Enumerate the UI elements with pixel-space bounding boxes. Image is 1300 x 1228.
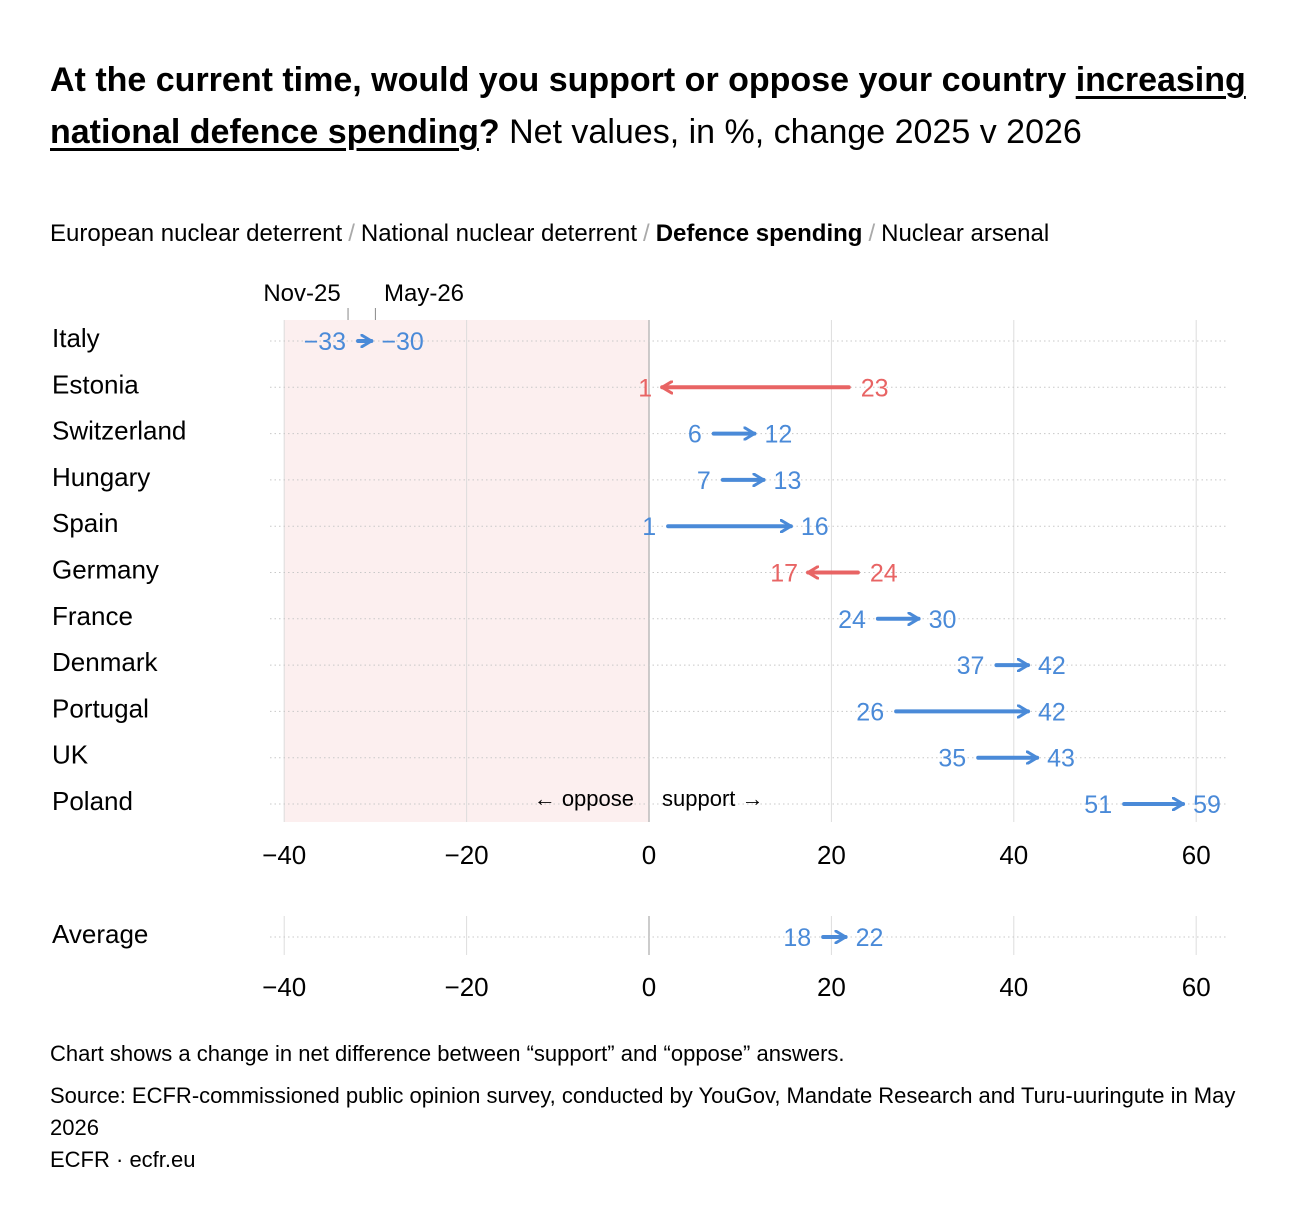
row-estonia-from-value: 23	[861, 374, 889, 402]
row-poland-from-value: 51	[1084, 791, 1112, 819]
title-underlined: increasing national defence spending	[50, 61, 1246, 151]
average-x-tick-label: 60	[1182, 972, 1211, 1002]
average-x-tick-label: −20	[445, 972, 489, 1002]
legend-from-label: Nov-25	[263, 280, 340, 307]
title-question-mark: ?	[478, 113, 500, 151]
row-denmark-label: Denmark	[52, 647, 158, 677]
title-bold: At the current time, would you support o…	[50, 61, 1076, 99]
x-tick-label: 20	[817, 840, 846, 870]
row-uk-to-value: 43	[1047, 745, 1075, 773]
row-switzerland-to-value: 12	[764, 421, 792, 449]
arrow-chart: Nov-25 May-26 Italy −33 −30 Estonia 23 1 Switzer…	[52, 280, 1226, 1002]
average-x-tick-label: 40	[999, 972, 1028, 1002]
row-hungary-label: Hungary	[52, 462, 150, 492]
row-germany-label: Germany	[52, 555, 159, 585]
row-poland-to-value: 59	[1193, 791, 1221, 819]
row-germany-from-value: 24	[870, 560, 898, 588]
row-italy-to-value: −30	[381, 328, 423, 356]
tab-national-nuclear-deterrent[interactable]: National nuclear deterrent	[360, 220, 638, 247]
row-italy-from-value: −33	[304, 328, 346, 356]
row-spain-label: Spain	[52, 508, 119, 538]
row-hungary-from-value: 7	[697, 467, 711, 495]
x-tick-label: 40	[999, 840, 1028, 870]
tab-defence-spending[interactable]: Defence spending	[655, 220, 863, 247]
chart-notes: Chart shows a change in net difference b…	[50, 1038, 1250, 1176]
row-estonia-to-value: 1	[638, 374, 652, 402]
x-tick-label: 0	[642, 840, 656, 870]
title-subtitle: Net values, in %, change 2025 v 2026	[499, 113, 1082, 151]
x-tick-label: −40	[262, 840, 306, 870]
tab-nuclear-arsenal[interactable]: Nuclear arsenal	[881, 220, 1050, 247]
row-average-from-value: 18	[783, 924, 811, 952]
row-portugal-from-value: 26	[856, 698, 884, 726]
average-x-tick-label: −40	[262, 972, 306, 1002]
average-x-tick-label: 0	[642, 972, 656, 1002]
row-uk-label: UK	[52, 740, 89, 770]
legend-to-label: May-26	[384, 280, 464, 307]
row-italy-label: Italy	[52, 323, 100, 353]
row-poland-label: Poland	[52, 786, 133, 816]
row-switzerland-label: Switzerland	[52, 416, 186, 446]
tab-european-nuclear-deterrent[interactable]: European nuclear deterrent	[50, 220, 343, 247]
row-germany-to-value: 17	[770, 560, 798, 588]
chart-title: At the current time, would you support o…	[50, 54, 1260, 158]
row-france-to-value: 30	[929, 606, 957, 634]
x-tick-label: 60	[1182, 840, 1211, 870]
tab-separator: /	[643, 220, 650, 247]
row-uk-from-value: 35	[938, 745, 966, 773]
tab-separator: /	[348, 220, 355, 247]
row-france-from-value: 24	[838, 606, 866, 634]
oppose-label: ← oppose	[534, 786, 634, 811]
x-tick-label: −20	[445, 840, 489, 870]
row-denmark-from-value: 37	[957, 652, 985, 680]
tab-separator: /	[868, 220, 876, 247]
row-portugal-to-value: 42	[1038, 698, 1066, 726]
source-text: Source: ECFR-commissioned public opinion…	[50, 1083, 1236, 1140]
row-portugal-label: Portugal	[52, 693, 149, 723]
row-hungary-to-value: 13	[774, 467, 802, 495]
row-denmark-to-value: 42	[1038, 652, 1066, 680]
support-label: support →	[662, 786, 764, 811]
row-spain-to-value: 16	[801, 513, 829, 541]
credit-text: ECFR · ecfr.eu	[50, 1147, 196, 1172]
chart-tabs: European nuclear deterrent / National nucl…	[50, 220, 1049, 248]
row-switzerland-from-value: 6	[688, 421, 702, 449]
chart-note: Chart shows a change in net difference b…	[50, 1041, 845, 1066]
average-x-tick-label: 20	[817, 972, 846, 1002]
row-average-to-value: 22	[856, 924, 884, 952]
row-france-label: France	[52, 601, 133, 631]
row-estonia-label: Estonia	[52, 369, 139, 399]
row-spain-from-value: 1	[642, 513, 656, 541]
row-average-label: Average	[52, 919, 148, 949]
